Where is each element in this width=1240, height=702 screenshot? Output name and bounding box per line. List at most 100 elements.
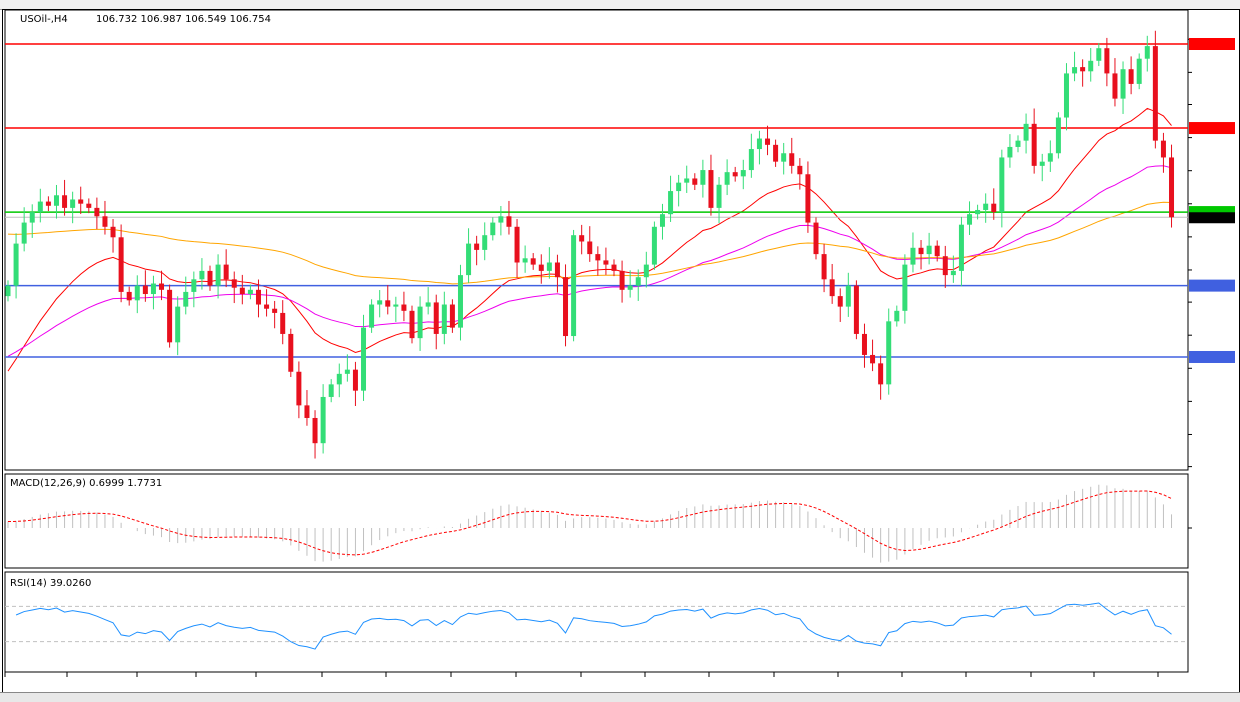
chart-tabs-bar[interactable] [0, 692, 1240, 702]
bull-candle [215, 264, 221, 286]
bull-candle [336, 373, 342, 385]
chart-header-symbol: USOil-,H4 [20, 14, 68, 25]
bull-candle [361, 327, 367, 391]
bull-candle [37, 201, 43, 213]
bear-candle [78, 199, 84, 204]
bull-candle [466, 243, 472, 276]
bear-candle [813, 222, 819, 255]
bear-candle [773, 144, 779, 162]
bull-candle [1007, 146, 1013, 158]
bull-candle [393, 304, 399, 307]
level-price-badge [1189, 122, 1235, 135]
bear-candle [579, 235, 585, 242]
bear-candle [102, 216, 108, 227]
bear-candle [118, 237, 124, 292]
bull-candle [740, 170, 746, 177]
bear-candle [789, 153, 795, 166]
bear-candle [514, 226, 520, 263]
bull-candle [700, 170, 706, 185]
bear-candle [1104, 48, 1110, 74]
bull-candle [13, 243, 19, 286]
bear-candle [619, 270, 625, 290]
bull-candle [417, 306, 423, 339]
bull-candle [668, 191, 674, 215]
bull-candle [498, 216, 504, 223]
bull-candle [571, 235, 577, 337]
bear-candle [805, 174, 811, 223]
rsi-pane [4, 571, 1189, 673]
bear-candle [837, 296, 843, 307]
bull-candle [724, 172, 730, 185]
bear-candle [1128, 69, 1134, 84]
bull-candle [651, 226, 657, 265]
bull-candle [134, 285, 140, 301]
bear-candle [708, 170, 714, 208]
bull-candle [5, 285, 11, 297]
bull-candle [756, 138, 762, 150]
bear-candle [1169, 157, 1175, 218]
bear-candle [385, 300, 391, 307]
bear-candle [554, 262, 560, 278]
bull-candle [70, 199, 76, 208]
bull-candle [328, 384, 334, 397]
bull-candle [1096, 48, 1102, 61]
bear-candle [853, 285, 859, 334]
bull-candle [845, 285, 851, 307]
ma-slow-line [7, 201, 1172, 285]
bear-candle [1080, 67, 1086, 72]
bull-candle [490, 222, 496, 236]
bull-candle [1144, 46, 1150, 59]
bull-candle [150, 283, 156, 295]
bear-candle [692, 178, 698, 185]
bull-candle [29, 212, 35, 223]
bear-candle [110, 226, 116, 238]
bear-candle [595, 254, 601, 261]
bear-candle [821, 254, 827, 280]
bull-candle [627, 285, 633, 290]
bear-candle [409, 310, 415, 339]
bear-candle [1031, 123, 1037, 166]
bull-candle [983, 203, 989, 210]
bear-candle [288, 333, 294, 372]
chart-header-ohlc: 106.732 106.987 106.549 106.754 [96, 14, 271, 25]
bear-candle [272, 308, 278, 313]
bull-candle [425, 302, 431, 307]
bear-candle [280, 312, 286, 334]
bull-candle [676, 182, 682, 192]
level-price-badge [1189, 279, 1235, 292]
bear-candle [207, 270, 213, 286]
bear-candle [732, 172, 738, 177]
bear-candle [474, 243, 480, 250]
bear-candle [86, 203, 92, 208]
bull-candle [1063, 73, 1069, 118]
bear-candle [62, 195, 68, 208]
bull-candle [635, 277, 641, 286]
bull-candle [659, 214, 665, 227]
bear-candle [942, 256, 948, 276]
bull-candle [894, 310, 900, 322]
bear-candle [861, 333, 867, 355]
bear-candle [1152, 46, 1158, 141]
bull-candle [902, 264, 908, 311]
bull-candle [53, 195, 59, 206]
bull-candle [441, 304, 447, 334]
bull-candle [191, 279, 197, 292]
bear-candle [142, 285, 148, 295]
bear-candle [506, 216, 512, 227]
bear-candle [255, 289, 261, 305]
bull-candle [1072, 67, 1078, 74]
bull-candle [1120, 69, 1126, 99]
bear-candle [1112, 73, 1118, 99]
level-price-badge [1189, 38, 1235, 50]
bull-candle [457, 275, 463, 328]
bull-candle [926, 245, 932, 255]
bull-candle [320, 396, 326, 444]
current-price-badge [1189, 212, 1235, 224]
bear-candle [264, 304, 270, 309]
bull-candle [1039, 161, 1045, 166]
bear-candle [829, 279, 835, 297]
bear-candle [530, 258, 536, 265]
main-pane [4, 9, 1189, 471]
bear-candle [878, 363, 884, 385]
